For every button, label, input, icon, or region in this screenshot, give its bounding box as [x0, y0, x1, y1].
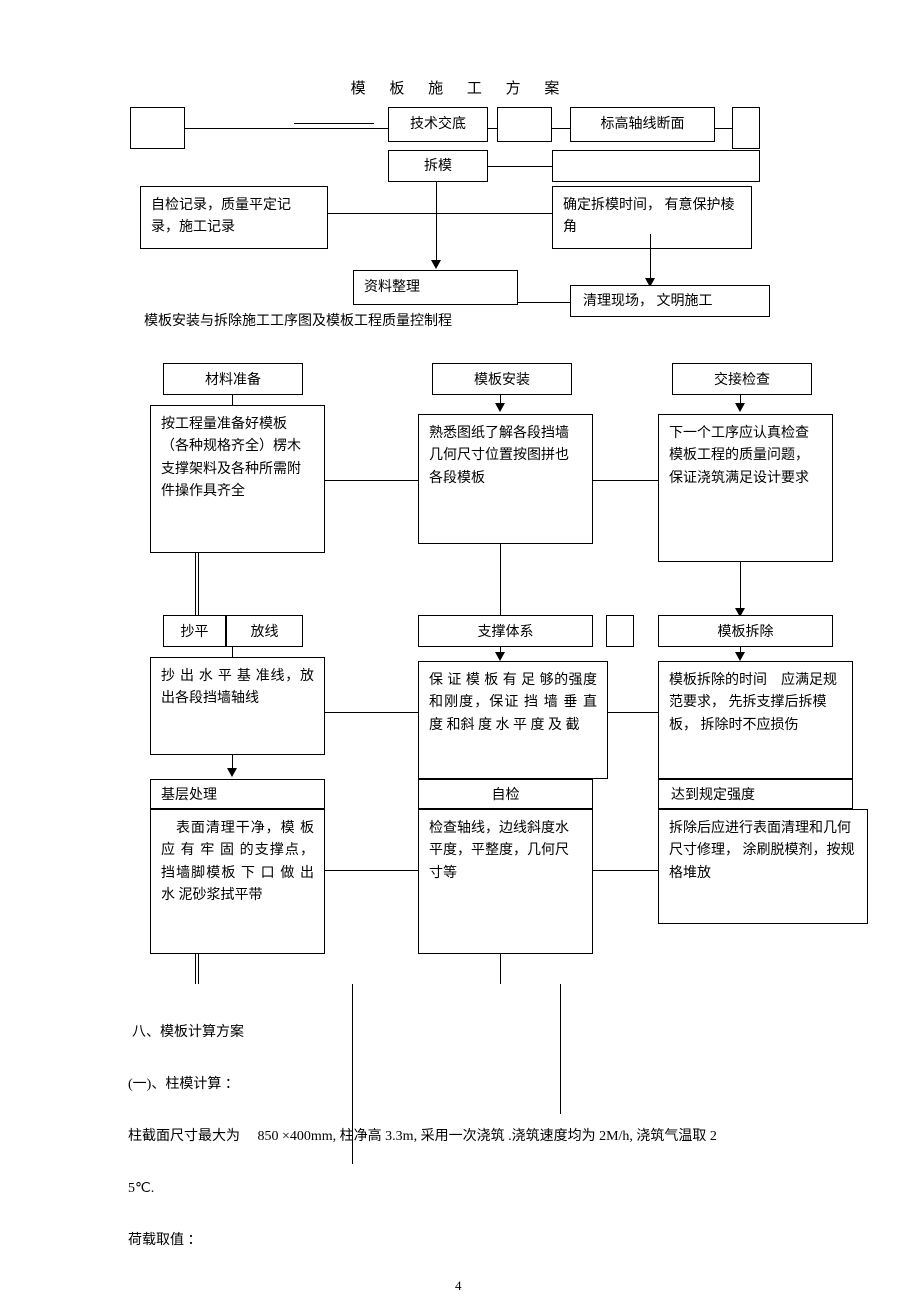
- node-label: 模板拆除: [718, 621, 774, 641]
- flow-node: 资料整理: [353, 270, 518, 305]
- node-label: 拆模: [424, 156, 452, 177]
- node-text: 保 证 模 板 有 足 够的强度和刚度，保证 挡 墙 垂 直 度 和斜 度 水 …: [429, 673, 597, 733]
- connector: [328, 213, 552, 214]
- flow-header: 模板安装: [432, 363, 572, 395]
- flow-node: 下一个工序应认真检查模板工程的质量问题，保证浇筑满足设计要求: [658, 414, 833, 562]
- decorative-box: [732, 107, 760, 149]
- node-text: 表面清理干净，模 板 应 有 牢 固 的支撑点，挡墙脚模板 下 口 做 出 水 …: [161, 821, 314, 903]
- flow-node: 拆模: [388, 150, 488, 182]
- flow-node: 确定拆模时间， 有意保护棱角: [552, 186, 752, 249]
- page-title: 模 板 施 工 方 案: [0, 77, 920, 98]
- flow-header: 达到规定强度: [658, 779, 853, 809]
- connector: [325, 870, 418, 871]
- flow-node: 保 证 模 板 有 足 够的强度和刚度，保证 挡 墙 垂 直 度 和斜 度 水 …: [418, 661, 608, 779]
- body-text: 5℃.: [128, 1176, 154, 1201]
- connector: [560, 984, 561, 1114]
- node-label: 清理现场， 文明施工: [583, 291, 713, 312]
- decorative-box: [552, 150, 760, 182]
- connector: [436, 182, 437, 267]
- flow-header: 抄平: [163, 615, 226, 647]
- node-text: 抄 出 水 平 基 准线，放出各段挡墙轴线: [161, 669, 314, 706]
- body-text: 荷载取值 ：: [128, 1228, 202, 1253]
- node-label: 自检: [492, 784, 520, 804]
- node-label: 放线: [251, 621, 279, 641]
- flow-node: 表面清理干净，模 板 应 有 牢 固 的支撑点，挡墙脚模板 下 口 做 出 水 …: [150, 809, 325, 954]
- connector: [608, 712, 658, 713]
- flow-node: 按工程量准备好模板（各种规格齐全）楞木支撑架料及各种所需附件操作具齐全: [150, 405, 325, 553]
- flow-header: 交接检查: [672, 363, 812, 395]
- flow-header: 放线: [226, 615, 303, 647]
- flow-header: 自检: [418, 779, 593, 809]
- connector: [518, 302, 570, 303]
- arrow-icon: [735, 652, 745, 661]
- flow-node: 熟悉图纸了解各段挡墙几何尺寸位置按图拼也各段模板: [418, 414, 593, 544]
- connector: [232, 647, 233, 657]
- connector: [195, 954, 199, 984]
- flow-node: 拆除后应进行表面清理和几何尺寸修理， 涂刷脱模剂，按规格堆放: [658, 809, 868, 924]
- connector: [488, 166, 552, 167]
- node-label: 抄平: [181, 621, 209, 641]
- node-label: 资料整理: [364, 277, 420, 298]
- decorative-box: [497, 107, 552, 142]
- node-label: 标高轴线断面: [601, 114, 685, 135]
- connector: [593, 480, 658, 481]
- node-label: 达到规定强度: [671, 784, 755, 804]
- flow-header: 材料准备: [163, 363, 303, 395]
- flow-node: 清理现场， 文明施工: [570, 285, 770, 317]
- node-text: 按工程量准备好模板（各种规格齐全）楞木支撑架料及各种所需附件操作具齐全: [161, 417, 301, 499]
- arrow-icon: [227, 768, 237, 777]
- node-text: 拆除后应进行表面清理和几何尺寸修理， 涂刷脱模剂，按规格堆放: [669, 821, 855, 881]
- node-text: 熟悉图纸了解各段挡墙几何尺寸位置按图拼也各段模板: [429, 426, 569, 486]
- body-text: 柱截面尺寸最大为 850 ×400mm, 柱净高 3.3m, 采用一次浇筑 .浇…: [128, 1124, 848, 1149]
- connector: [232, 395, 233, 405]
- arrow-icon: [495, 652, 505, 661]
- decorative-box: [130, 107, 185, 149]
- connector: [593, 870, 658, 871]
- section-heading: 八、模板计算方案: [132, 1020, 244, 1045]
- connector: [650, 234, 651, 284]
- page-number: 4: [455, 1278, 462, 1294]
- arrow-icon: [735, 403, 745, 412]
- flow-node: 标高轴线断面: [570, 107, 715, 142]
- node-text: 确定拆模时间， 有意保护棱角: [563, 198, 735, 235]
- arrow-icon: [431, 260, 441, 269]
- connector: [195, 553, 199, 615]
- flow-node: 抄 出 水 平 基 准线，放出各段挡墙轴线: [150, 657, 325, 755]
- node-label: 材料准备: [205, 369, 261, 389]
- node-label: 支撑体系: [478, 621, 534, 641]
- node-text: 检查轴线，边线斜度水平度，平整度，几何尺寸等: [429, 821, 569, 881]
- connector: [500, 544, 501, 615]
- flow-header: 支撑体系: [418, 615, 593, 647]
- node-label: 交接检查: [714, 369, 770, 389]
- diagram-caption: 模板安装与拆除施工工序图及模板工程质量控制程: [144, 310, 452, 330]
- section-heading: (一)、柱模计算 ：: [128, 1072, 239, 1097]
- node-text: 模板拆除的时间 应满足规范要求， 先拆支撑后拆模板， 拆除时不应损伤: [669, 673, 837, 733]
- flow-node: 检查轴线，边线斜度水平度，平整度，几何尺寸等: [418, 809, 593, 954]
- flow-node: 自检记录，质量平定记录，施工记录: [140, 186, 328, 249]
- flow-node: 模板拆除的时间 应满足规范要求， 先拆支撑后拆模板， 拆除时不应损伤: [658, 661, 853, 779]
- node-label: 基层处理: [161, 784, 217, 804]
- node-label: 模板安装: [474, 369, 530, 389]
- connector: [325, 480, 418, 481]
- flow-node: 技术交底: [388, 107, 488, 142]
- flow-header: 模板拆除: [658, 615, 833, 647]
- arrow-icon: [495, 403, 505, 412]
- connector: [325, 712, 418, 713]
- node-text: 下一个工序应认真检查模板工程的质量问题，保证浇筑满足设计要求: [669, 426, 809, 486]
- node-label: 技术交底: [410, 114, 466, 135]
- node-text: 自检记录，质量平定记录，施工记录: [151, 198, 291, 235]
- connector: [500, 954, 501, 984]
- decorative-box: [606, 615, 634, 647]
- flow-header: 基层处理: [150, 779, 325, 809]
- connector: [294, 123, 374, 124]
